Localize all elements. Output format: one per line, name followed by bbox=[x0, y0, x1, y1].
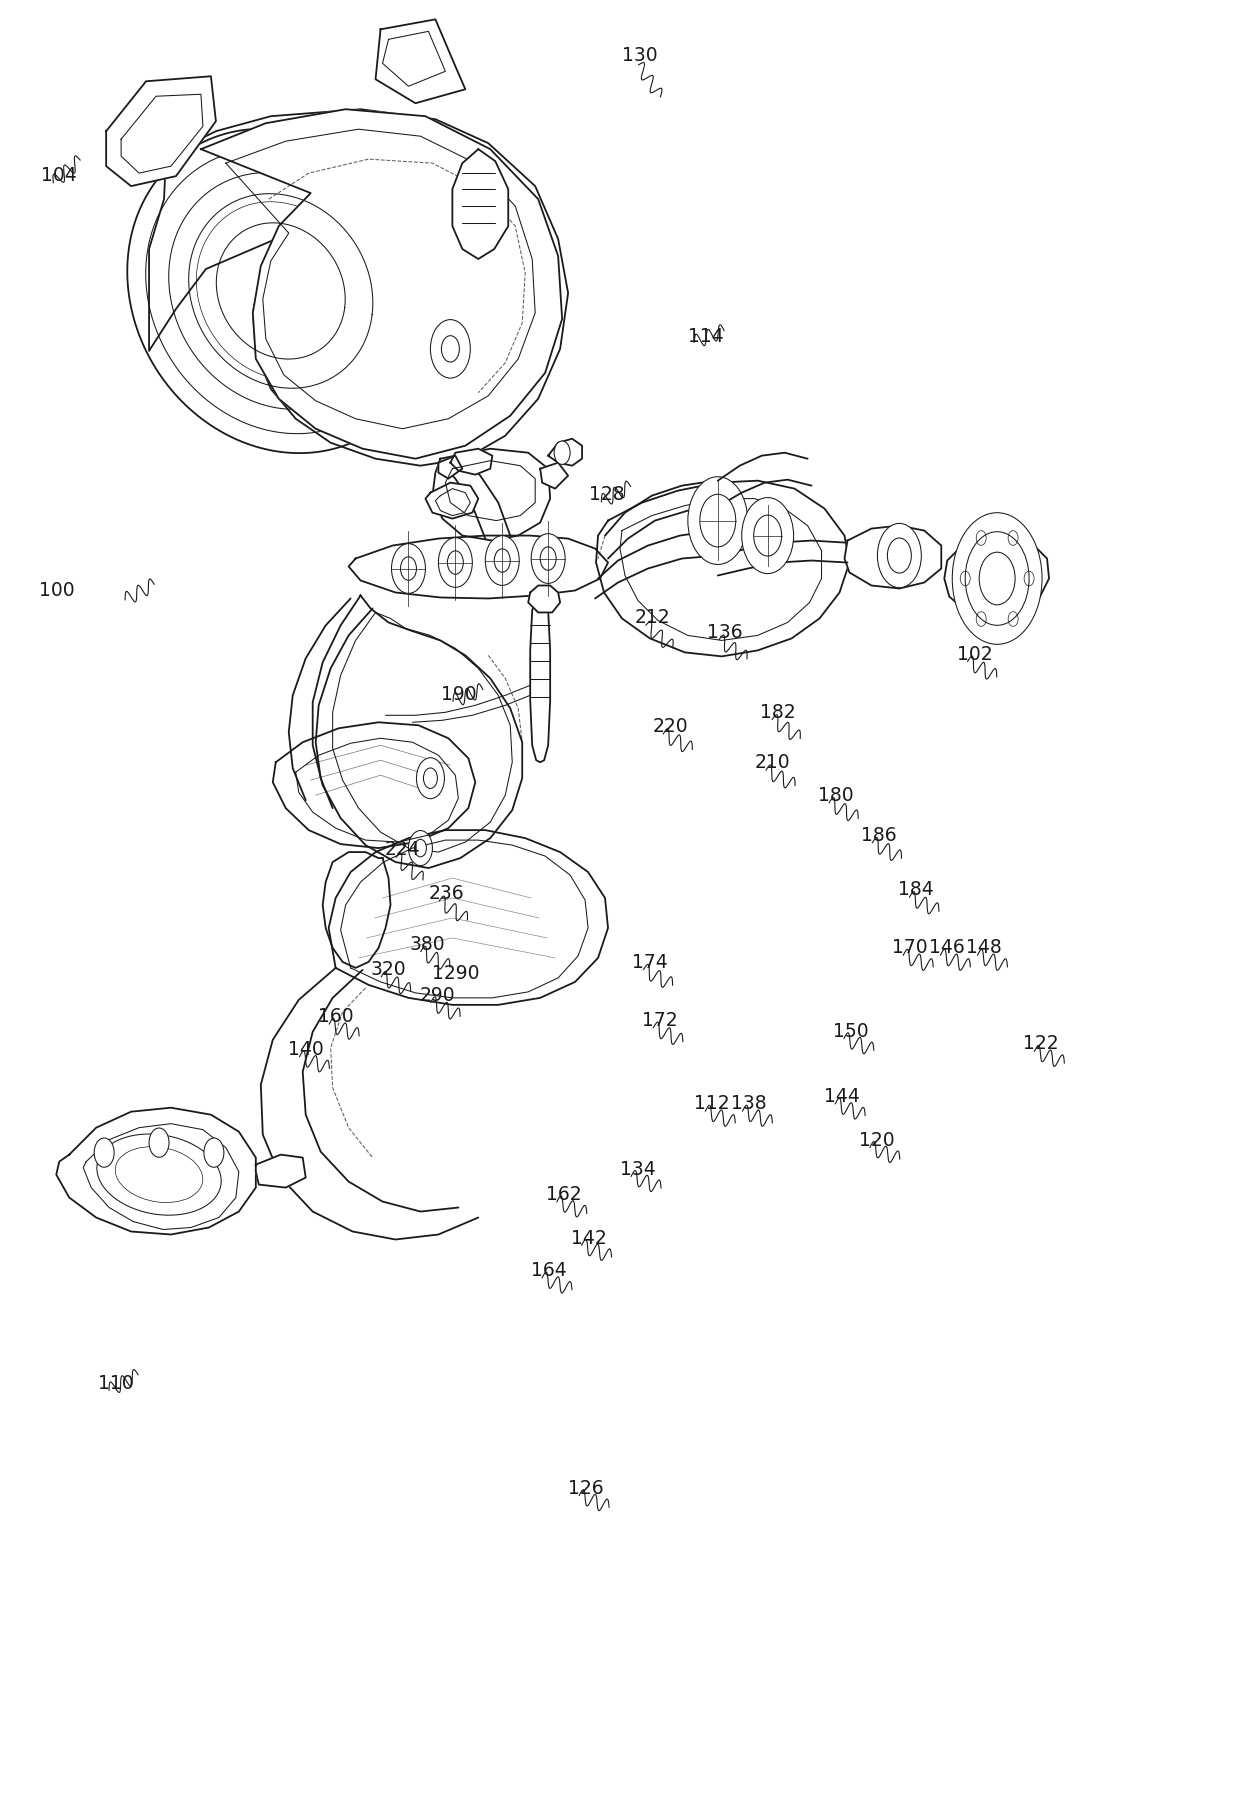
Polygon shape bbox=[548, 439, 582, 465]
Polygon shape bbox=[255, 1155, 306, 1188]
Text: 182: 182 bbox=[760, 703, 795, 721]
Polygon shape bbox=[348, 536, 608, 599]
Text: 136: 136 bbox=[707, 623, 743, 641]
Circle shape bbox=[203, 1139, 224, 1168]
Polygon shape bbox=[945, 536, 1049, 619]
Polygon shape bbox=[128, 129, 434, 454]
Polygon shape bbox=[541, 463, 568, 489]
Text: 1290: 1290 bbox=[432, 964, 480, 982]
Text: 184: 184 bbox=[898, 881, 934, 899]
Circle shape bbox=[408, 830, 433, 866]
Polygon shape bbox=[439, 456, 463, 479]
Circle shape bbox=[485, 536, 520, 585]
Text: 170: 170 bbox=[893, 939, 928, 957]
Text: 212: 212 bbox=[635, 608, 671, 627]
Polygon shape bbox=[322, 852, 391, 968]
Text: 122: 122 bbox=[1023, 1035, 1059, 1053]
Polygon shape bbox=[528, 585, 560, 612]
Polygon shape bbox=[312, 596, 522, 868]
Text: 100: 100 bbox=[38, 581, 74, 599]
Polygon shape bbox=[453, 149, 508, 260]
Text: 140: 140 bbox=[289, 1041, 324, 1059]
Polygon shape bbox=[596, 481, 849, 656]
Text: 174: 174 bbox=[632, 953, 668, 972]
Text: 380: 380 bbox=[409, 935, 445, 953]
Circle shape bbox=[149, 1128, 169, 1157]
Polygon shape bbox=[56, 1108, 255, 1235]
Polygon shape bbox=[273, 723, 475, 848]
Text: 172: 172 bbox=[642, 1012, 678, 1030]
Text: 220: 220 bbox=[652, 717, 688, 735]
Text: 112: 112 bbox=[694, 1095, 730, 1113]
Text: 180: 180 bbox=[818, 786, 853, 804]
Circle shape bbox=[439, 538, 472, 587]
Circle shape bbox=[531, 534, 565, 583]
Polygon shape bbox=[376, 20, 465, 104]
Polygon shape bbox=[149, 109, 568, 465]
Text: 320: 320 bbox=[370, 961, 405, 979]
Text: 224: 224 bbox=[384, 841, 420, 859]
Circle shape bbox=[94, 1139, 114, 1168]
Text: 160: 160 bbox=[319, 1008, 353, 1026]
Circle shape bbox=[430, 320, 470, 378]
Circle shape bbox=[699, 494, 735, 547]
Text: 126: 126 bbox=[568, 1478, 604, 1498]
Text: 102: 102 bbox=[956, 645, 992, 663]
Text: 190: 190 bbox=[440, 685, 476, 703]
Text: 128: 128 bbox=[589, 485, 625, 505]
Text: 146: 146 bbox=[929, 939, 965, 957]
Text: 104: 104 bbox=[41, 165, 77, 185]
Circle shape bbox=[952, 512, 1042, 645]
Circle shape bbox=[688, 478, 748, 565]
Circle shape bbox=[423, 768, 438, 788]
Polygon shape bbox=[329, 830, 608, 1004]
Circle shape bbox=[417, 757, 444, 799]
Circle shape bbox=[392, 543, 425, 594]
Ellipse shape bbox=[115, 1146, 203, 1202]
Text: 236: 236 bbox=[428, 884, 464, 903]
Circle shape bbox=[742, 498, 794, 574]
Text: 164: 164 bbox=[531, 1260, 567, 1280]
Polygon shape bbox=[201, 109, 562, 459]
Circle shape bbox=[401, 558, 417, 581]
Text: 114: 114 bbox=[688, 327, 724, 347]
Circle shape bbox=[888, 538, 911, 574]
Text: 186: 186 bbox=[862, 826, 897, 844]
Polygon shape bbox=[425, 483, 479, 519]
Text: 134: 134 bbox=[620, 1160, 656, 1179]
Text: 150: 150 bbox=[833, 1022, 868, 1041]
Circle shape bbox=[448, 550, 464, 574]
Circle shape bbox=[414, 839, 427, 857]
Circle shape bbox=[541, 547, 557, 570]
Text: 120: 120 bbox=[859, 1131, 894, 1150]
Text: 144: 144 bbox=[825, 1088, 861, 1106]
Circle shape bbox=[554, 441, 570, 465]
Circle shape bbox=[878, 523, 921, 588]
Polygon shape bbox=[844, 525, 941, 588]
Circle shape bbox=[441, 336, 459, 361]
Text: 130: 130 bbox=[622, 45, 658, 65]
Circle shape bbox=[495, 548, 510, 572]
Text: 290: 290 bbox=[419, 986, 455, 1004]
Text: 138: 138 bbox=[732, 1095, 768, 1113]
Circle shape bbox=[980, 552, 1016, 605]
Polygon shape bbox=[450, 449, 492, 474]
Polygon shape bbox=[433, 449, 551, 541]
Circle shape bbox=[754, 516, 781, 556]
Polygon shape bbox=[107, 76, 216, 185]
Ellipse shape bbox=[97, 1133, 221, 1215]
Text: 110: 110 bbox=[98, 1373, 134, 1393]
Text: 148: 148 bbox=[966, 939, 1002, 957]
Polygon shape bbox=[531, 601, 551, 763]
Text: 210: 210 bbox=[755, 754, 790, 772]
Text: 162: 162 bbox=[546, 1186, 582, 1204]
Text: 142: 142 bbox=[570, 1228, 606, 1248]
